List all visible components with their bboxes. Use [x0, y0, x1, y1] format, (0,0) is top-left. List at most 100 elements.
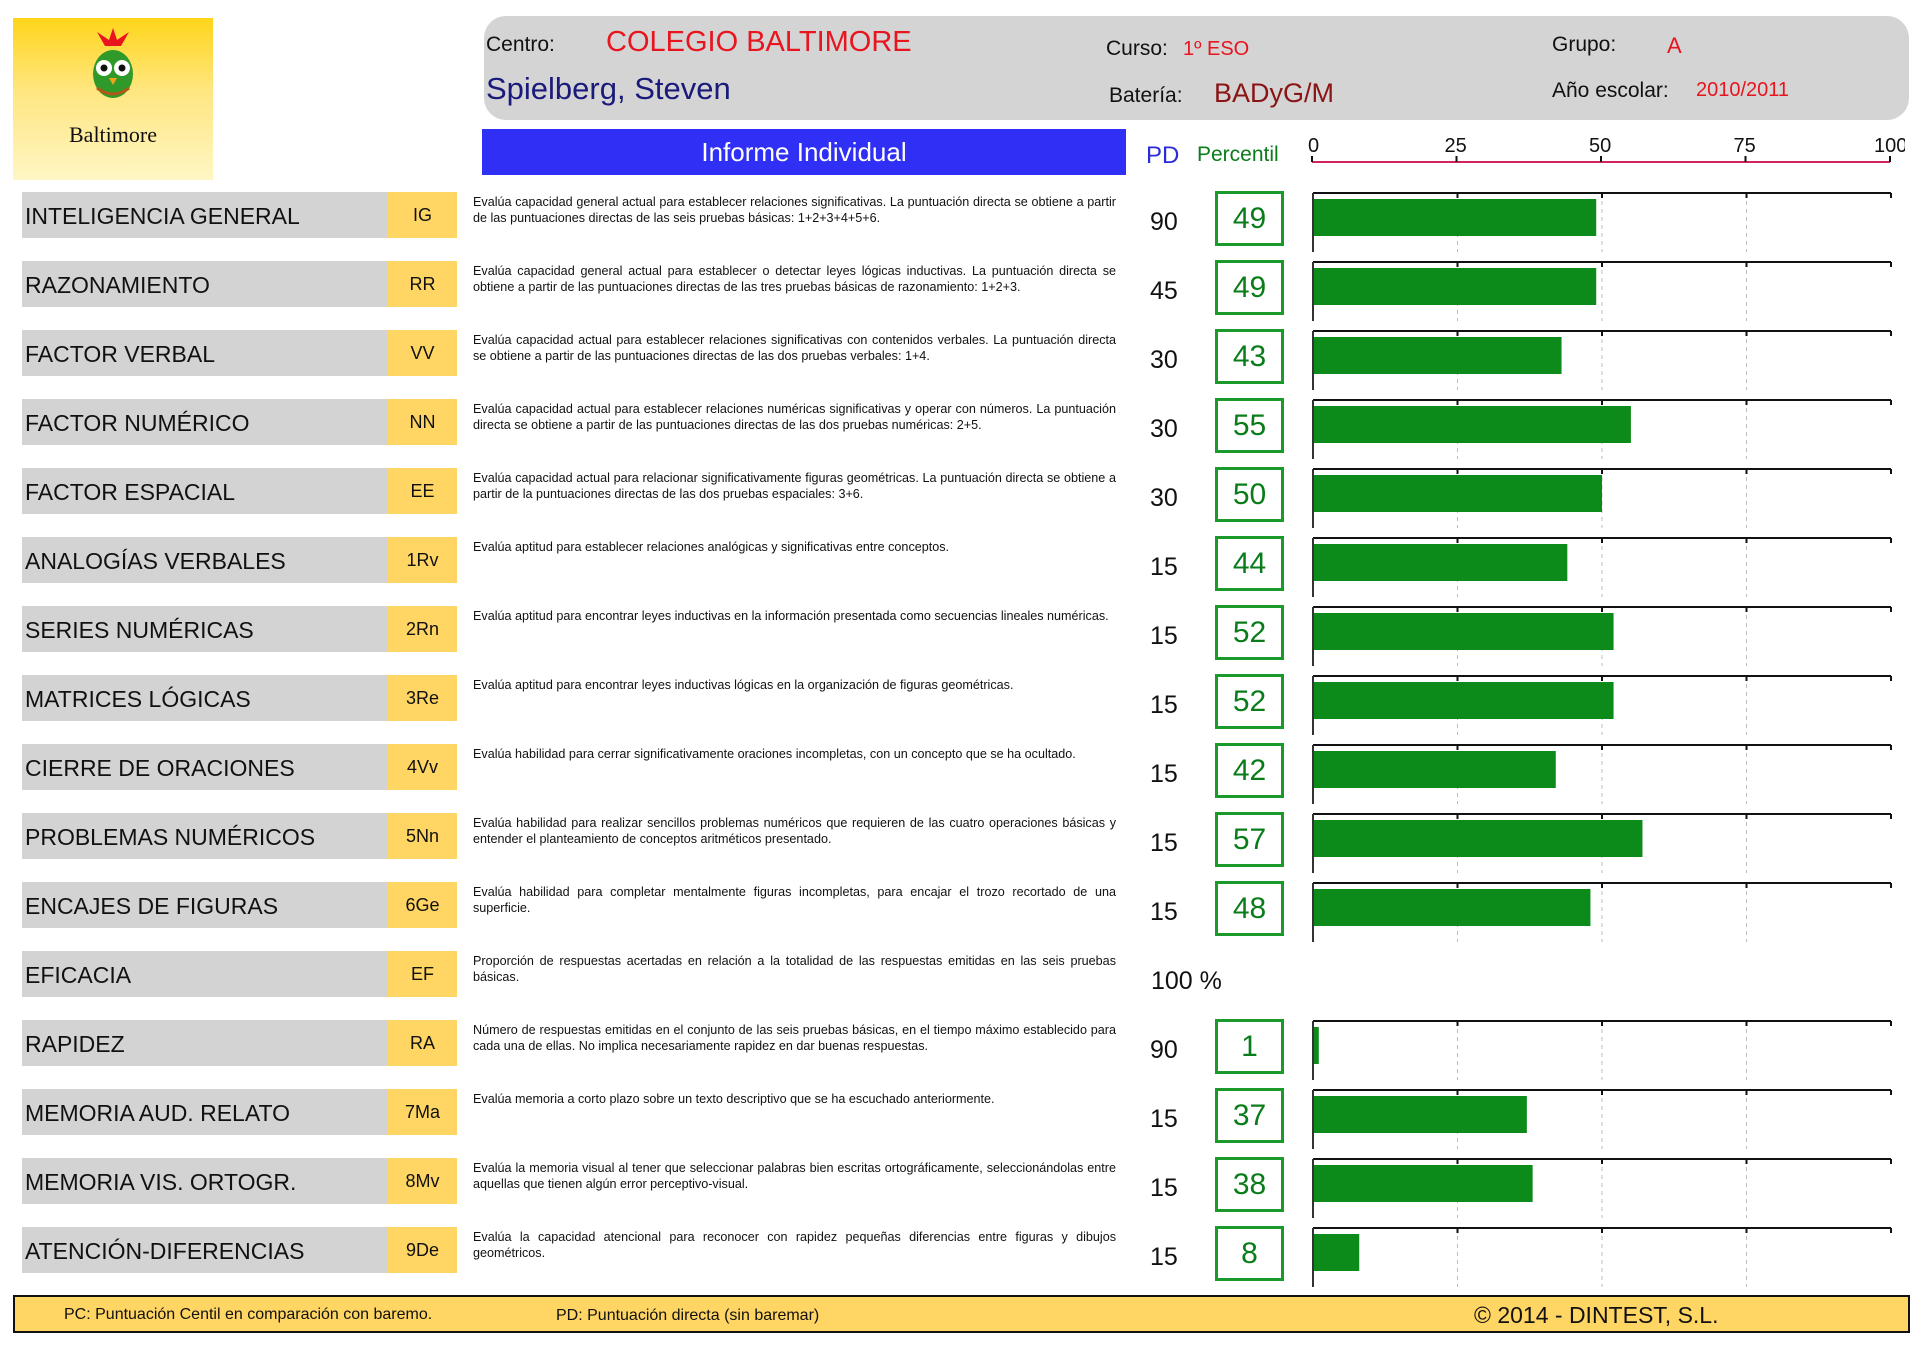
aptitude-name-cell: PROBLEMAS NUMÉRICOS — [22, 813, 388, 859]
aptitude-name: RAPIDEZ — [25, 1031, 125, 1057]
bar-plot-area — [1312, 257, 1892, 326]
aptitude-name-cell: EFICACIA — [22, 951, 388, 997]
aptitude-row: EFICACIA EF Proporción de respuestas acert… — [0, 947, 1920, 1016]
pd-value: 15 — [1150, 760, 1178, 788]
anio-escolar-label: Año escolar: — [1552, 79, 1669, 102]
aptitude-description: Evalúa aptitud para encontrar leyes indu… — [473, 678, 1014, 692]
bar-plot — [1312, 813, 1892, 873]
aptitude-name: ENCAJES DE FIGURAS — [25, 893, 279, 919]
percentil-bar — [1314, 337, 1562, 374]
pd-value: 30 — [1150, 484, 1178, 512]
percentil-value: 49 — [1215, 260, 1284, 315]
aptitude-row: PROBLEMAS NUMÉRICOS 5Nn Evalúa habilidad p… — [0, 809, 1920, 878]
bar-plot-area — [1312, 740, 1892, 809]
report-title: Informe Individual — [482, 129, 1126, 175]
curso-label: Curso: — [1106, 37, 1168, 60]
percentil-bar — [1314, 406, 1631, 443]
aptitude-row: MEMORIA AUD. RELATO 7Ma Evalúa memoria a c… — [0, 1085, 1920, 1154]
student-name: Spielberg, Steven — [486, 71, 731, 106]
percentil-bar — [1314, 682, 1614, 719]
aptitude-row: MATRICES LÓGICAS 3Re Evalúa aptitud para e… — [0, 671, 1920, 740]
aptitude-row: RAZONAMIENTO RR Evalúa capacidad general a… — [0, 257, 1920, 326]
bar-plot — [1312, 882, 1892, 942]
pd-value: 15 — [1150, 1243, 1178, 1271]
pd-value: 15 — [1150, 1174, 1178, 1202]
bar-plot — [1312, 606, 1892, 666]
footer-copyright: © 2014 - DINTEST, S.L. — [1474, 1302, 1719, 1328]
percentil-value: 38 — [1215, 1157, 1284, 1212]
aptitude-code: 2Rn — [388, 606, 457, 652]
aptitude-name-cell: CIERRE DE ORACIONES — [22, 744, 388, 790]
scale-tick-label: 0 — [1308, 135, 1319, 157]
bar-plot — [1312, 1020, 1892, 1080]
aptitude-name: RAZONAMIENTO — [25, 272, 210, 298]
percentil-value: 52 — [1215, 674, 1284, 729]
aptitude-code: RA — [388, 1020, 457, 1066]
bar-plot-area — [1312, 602, 1892, 671]
footer-pc-note: PC: Puntuación Centil en comparación con… — [64, 1306, 433, 1323]
pd-value: 15 — [1150, 553, 1178, 581]
scale-tick-label: 25 — [1445, 135, 1467, 157]
pd-column-header: PD — [1146, 142, 1180, 169]
aptitude-row: MEMORIA VIS. ORTOGR. 8Mv Evalúa la memoria… — [0, 1154, 1920, 1223]
footer-pd-note: PD: Puntuación directa (sin baremar) — [556, 1307, 820, 1324]
percentil-value: 1 — [1215, 1019, 1284, 1074]
aptitude-name: FACTOR ESPACIAL — [25, 479, 236, 505]
aptitude-name: PROBLEMAS NUMÉRICOS — [25, 824, 316, 850]
percentil-bar — [1314, 613, 1614, 650]
percentil-bar — [1314, 1027, 1319, 1064]
pd-value: 90 — [1150, 1036, 1178, 1064]
percentil-bar — [1314, 544, 1568, 581]
centro-label: Centro: — [486, 33, 555, 56]
aptitude-description: Proporción de respuestas acertadas en re… — [473, 954, 1116, 984]
aptitude-name-cell: RAZONAMIENTO — [22, 261, 388, 307]
bar-plot — [1312, 399, 1892, 459]
aptitude-code: IG — [388, 192, 457, 238]
aptitude-description: Número de respuestas emitidas en el conj… — [473, 1023, 1116, 1053]
percentil-value: 49 — [1215, 191, 1284, 246]
bar-plot-area — [1312, 188, 1892, 257]
aptitude-code: 8Mv — [388, 1158, 457, 1204]
aptitude-row: ANALOGÍAS VERBALES 1Rv Evalúa aptitud para… — [0, 533, 1920, 602]
aptitude-row: FACTOR ESPACIAL EE Evalúa capacidad actual… — [0, 464, 1920, 533]
aptitude-description: Evalúa capacidad actual para establecer … — [473, 333, 1116, 363]
aptitude-name-cell: MEMORIA VIS. ORTOGR. — [22, 1158, 388, 1204]
bar-plot — [1312, 744, 1892, 804]
aptitude-code: RR — [388, 261, 457, 307]
bar-plot — [1312, 537, 1892, 597]
percentil-bar — [1314, 1234, 1360, 1271]
aptitude-name-cell: ANALOGÍAS VERBALES — [22, 537, 388, 583]
aptitude-code: 1Rv — [388, 537, 457, 583]
bar-plot — [1312, 192, 1892, 252]
bar-plot-area — [1312, 878, 1892, 947]
aptitude-name: INTELIGENCIA GENERAL — [25, 203, 300, 229]
aptitude-name-cell: ENCAJES DE FIGURAS — [22, 882, 388, 928]
bar-plot — [1312, 1227, 1892, 1287]
aptitude-description: Evalúa capacidad general actual para est… — [473, 195, 1116, 225]
aptitude-code: 4Vv — [388, 744, 457, 790]
aptitude-name: MEMORIA AUD. RELATO — [25, 1100, 290, 1126]
aptitude-row: CIERRE DE ORACIONES 4Vv Evalúa habilidad p… — [0, 740, 1920, 809]
scale-tick-label: 100 — [1874, 135, 1905, 157]
percentil-bar — [1314, 199, 1597, 236]
percentil-value: 50 — [1215, 467, 1284, 522]
anio-escolar-value: 2010/2011 — [1696, 79, 1790, 101]
header-panel: Centro: COLEGIO BALTIMORE Spielberg, Ste… — [484, 16, 1909, 120]
pd-value: 15 — [1150, 1105, 1178, 1133]
aptitude-description: Evalúa capacidad general actual para est… — [473, 264, 1116, 294]
logo-text: Baltimore — [69, 122, 157, 147]
percentil-bar — [1314, 820, 1643, 857]
aptitude-row: FACTOR NUMÉRICO NN Evalúa capacidad actual… — [0, 395, 1920, 464]
percentil-value: 57 — [1215, 812, 1284, 867]
aptitude-name: EFICACIA — [25, 962, 132, 988]
percentil-value: 8 — [1215, 1226, 1284, 1281]
bar-plot — [1312, 330, 1892, 390]
aptitude-code: VV — [388, 330, 457, 376]
percentil-bar — [1314, 1165, 1533, 1202]
aptitude-description: Evalúa la capacidad atencional para reco… — [473, 1230, 1116, 1260]
centro-value: COLEGIO BALTIMORE — [606, 26, 912, 58]
curso-value: 1º ESO — [1183, 38, 1250, 60]
aptitude-name-cell: FACTOR ESPACIAL — [22, 468, 388, 514]
aptitude-row: INTELIGENCIA GENERAL IG Evalúa capacidad g… — [0, 188, 1920, 257]
aptitude-code: 7Ma — [388, 1089, 457, 1135]
